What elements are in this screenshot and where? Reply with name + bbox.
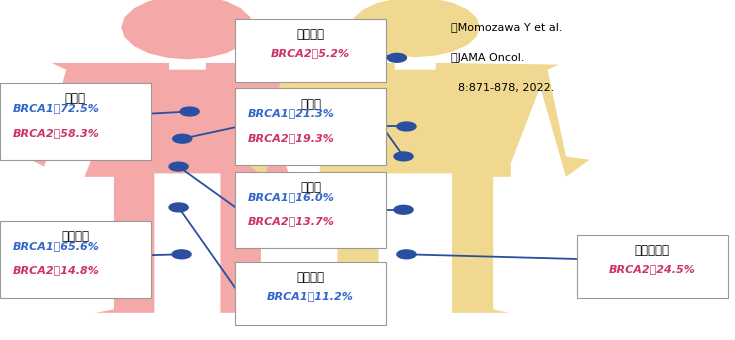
Circle shape	[397, 250, 416, 259]
Text: BRCA2：14.8%: BRCA2：14.8%	[12, 265, 99, 275]
Text: BRCA1：11.2%: BRCA1：11.2%	[267, 291, 354, 301]
Text: BRCA2：13.7%: BRCA2：13.7%	[248, 216, 334, 226]
Text: BRCA2：24.5%: BRCA2：24.5%	[609, 264, 696, 274]
Text: BRCA2：5.2%: BRCA2：5.2%	[271, 48, 350, 58]
Text: BRCA1：72.5%: BRCA1：72.5%	[12, 103, 99, 113]
FancyBboxPatch shape	[235, 262, 386, 325]
Text: 胆道がん: 胆道がん	[296, 271, 325, 284]
Text: 食道がん: 食道がん	[296, 28, 325, 41]
Text: BRCA2：19.3%: BRCA2：19.3%	[248, 133, 334, 143]
FancyBboxPatch shape	[235, 88, 386, 165]
FancyBboxPatch shape	[577, 235, 728, 298]
PathPatch shape	[241, 0, 589, 313]
PathPatch shape	[18, 0, 356, 313]
Text: BRCA1：16.0%: BRCA1：16.0%	[248, 191, 334, 202]
Circle shape	[397, 122, 416, 131]
Circle shape	[394, 152, 413, 161]
Text: BRCA1：21.3%: BRCA1：21.3%	[248, 108, 334, 118]
Circle shape	[180, 107, 199, 116]
Text: 前立腺がん: 前立腺がん	[635, 244, 670, 257]
Circle shape	[173, 134, 192, 143]
FancyBboxPatch shape	[235, 19, 386, 82]
Text: ・JAMA Oncol.: ・JAMA Oncol.	[451, 53, 524, 63]
Circle shape	[169, 203, 188, 212]
Circle shape	[172, 250, 191, 259]
Text: BRCA2：58.3%: BRCA2：58.3%	[12, 128, 99, 138]
Text: BRCA1：65.6%: BRCA1：65.6%	[12, 241, 99, 251]
Circle shape	[169, 162, 188, 171]
FancyBboxPatch shape	[235, 172, 386, 248]
Text: 膜がん: 膜がん	[300, 181, 321, 194]
Text: ・Momozawa Y et al.: ・Momozawa Y et al.	[451, 22, 562, 32]
Text: 乳がん: 乳がん	[65, 92, 86, 105]
Text: 卵巣がん: 卵巣がん	[61, 230, 90, 243]
Circle shape	[387, 53, 406, 62]
FancyBboxPatch shape	[0, 83, 151, 160]
Circle shape	[394, 205, 413, 214]
Text: 胃がん: 胃がん	[300, 98, 321, 111]
Text: 8:871-878, 2022.: 8:871-878, 2022.	[451, 83, 554, 93]
FancyBboxPatch shape	[0, 221, 151, 298]
